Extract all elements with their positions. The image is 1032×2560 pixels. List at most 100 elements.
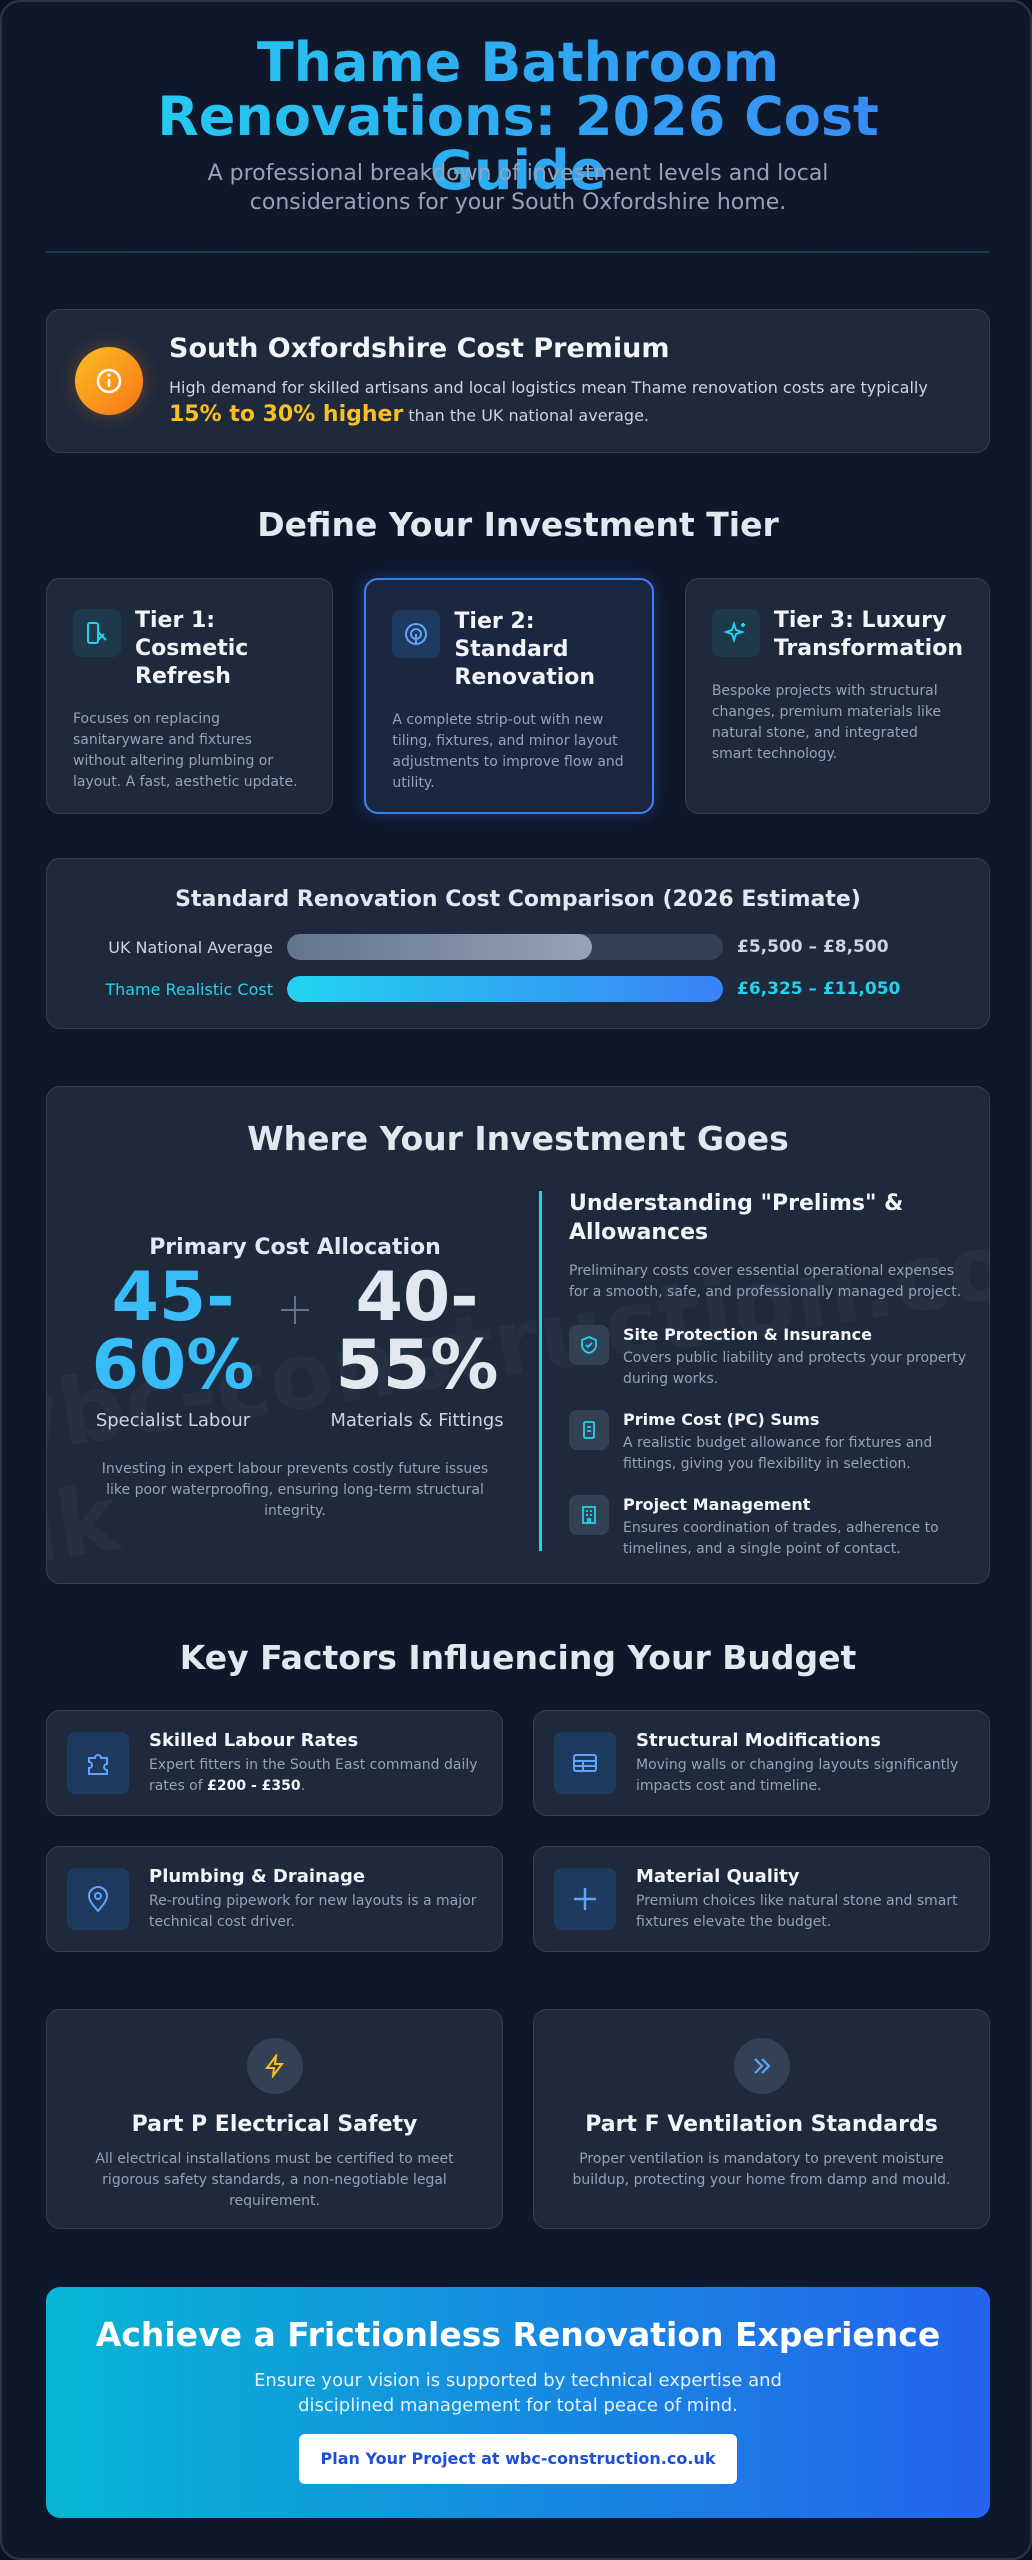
path [97,631,107,641]
svg [405,623,428,645]
svg [582,1506,596,1524]
text: than the UK national average. [408,406,649,425]
factor-card: Material Quality Premium choices like nat… [533,1846,990,1952]
path [574,1760,596,1771]
rect [87,622,99,644]
path [88,1754,108,1775]
standard-icon [246,2038,303,2094]
path [740,623,745,627]
row-range: £6,325 – £11,050 [737,979,901,999]
standard-title: Part P Electrical Safety [131,2112,418,2137]
text: High demand for skilled artisans and loc… [169,378,928,397]
factor-title: Skilled Labour Rates [149,1729,359,1751]
tier-name: Tier 2: Standard Renovation [454,609,596,690]
allocation-label: Specialist Labour [95,1410,251,1431]
path [87,1886,109,1913]
cta-title: Achieve a Frictionless Renovation Experi… [95,2315,941,2354]
standards-row: Part P Electrical Safety All electrical i… [46,2009,990,2229]
bar-track [287,976,723,1002]
factor-icon [67,1868,129,1930]
tier-row: Tier 1: Cosmetic Refresh Focuses on repl… [46,578,990,814]
standard-text: All electrical installations must be cer… [95,2151,454,2209]
highlight: 15% to 30% higher [169,402,404,427]
section-title: Define Your Investment Tier [257,505,779,544]
circle [107,373,111,377]
divider [46,251,990,253]
factor-title: Plumbing & Drainage [149,1865,366,1887]
factor-card: Structural Modifications Moving walls or … [533,1710,990,1816]
tier-icon [711,609,760,657]
cta-button[interactable]: Plan Your Project at wbc-construction.co… [299,2434,737,2484]
path [585,1342,593,1349]
vertical-divider [539,1191,542,1551]
path [574,1888,596,1910]
path [586,1510,592,1523]
factor-text: Re-routing pipework for new layouts is a… [149,1892,477,1930]
svg [264,2054,284,2078]
comparison-card: Standard Renovation Cost Comparison (202… [46,858,990,1029]
standard-title: Part F Ventilation Standards [585,2112,938,2137]
comparison-row: UK National Average £5,500 – £8,500 [47,934,989,960]
factor-text: Expert fitters in the South East command… [149,1755,482,1797]
tier-description: A complete strip-out with new tiling, fi… [392,712,624,791]
path [587,1426,591,1432]
tier-card: Tier 3: Luxury Transformation Bespoke pr… [684,578,990,814]
allocation-title: Primary Cost Allocation [149,1235,441,1260]
svg [281,1296,309,1324]
t-head: Tier 3: Luxury Transformation [711,607,963,663]
item-text: Covers public liability and protects you… [623,1350,967,1387]
path [581,1336,597,1354]
t-head: Tier 1: Cosmetic Refresh [73,607,306,691]
text: Expert fitters in the South East command… [149,1756,478,1794]
premium-body: South Oxfordshire Cost Premium High dema… [169,333,961,429]
tier-name: Tier 3: Luxury Transformation [773,608,963,661]
allocation-note: Investing in expert labour prevents cost… [101,1461,489,1519]
row-label: UK National Average [108,937,273,957]
premium-text: High demand for skilled artisans and loc… [169,374,961,429]
circle [94,1892,102,1900]
prelims-item: Site Protection & Insurance Covers public… [569,1325,969,1390]
standard-text: Proper ventilation is mandatory to preve… [572,2151,951,2188]
standard-card: Part P Electrical Safety All electrical i… [46,2009,503,2229]
svg [87,622,107,644]
path [753,2058,771,2074]
factor-card: Plumbing & Drainage Re-routing pipework f… [46,1846,503,1952]
allocation-item: 45-60% Specialist Labour [78,1264,268,1432]
div: Prime Cost (PC) Sums A realistic budget a… [623,1410,969,1475]
div: Site Protection & Insurance Covers public… [623,1325,969,1390]
cta-banner: Achieve a Frictionless Renovation Experi… [46,2287,990,2518]
factor-text: Moving walls or changing layouts signifi… [636,1756,959,1794]
path [722,620,745,644]
svg [87,1886,109,1913]
bar-track [287,934,723,960]
item-icon [569,1325,609,1365]
factor-icon [67,1732,129,1794]
tier-icon [73,609,121,657]
premium-card: South Oxfordshire Cost Premium High dema… [46,309,990,453]
factor-card: Skilled Labour Rates Expert fitters in th… [46,1710,503,1816]
svg [574,1888,596,1910]
factor-title: Material Quality [636,1865,800,1887]
allocation-label: Materials & Fittings [330,1410,504,1431]
cta-text: Ensure your vision is supported by techn… [254,2370,782,2416]
row-range: £5,500 – £8,500 [737,937,889,957]
bar-fill [287,976,723,1002]
rect [582,1506,596,1524]
div: Skilled Labour Rates Expert fitters in th… [149,1730,482,1797]
comparison-row: Thame Realistic Cost £6,325 – £11,050 [47,976,989,1002]
svg [581,1336,597,1354]
prelims-title: Understanding "Prelims" & Allowances [569,1191,904,1245]
comparison-title: Standard Renovation Cost Comparison (202… [175,887,861,912]
item-icon [569,1495,609,1535]
allocation-row: 45-60% Specialist Labour 40-55% Materials … [75,1264,515,1432]
item-text: A realistic budget allowance for fixture… [623,1435,933,1472]
circle [96,368,122,394]
investment-title: Where Your Investment Goes [247,1119,789,1158]
item-title: Project Management [623,1495,811,1514]
premium-title: South Oxfordshire Cost Premium [169,333,670,364]
bar-fill [287,934,593,960]
factor-grid: Skilled Labour Rates Expert fitters in th… [46,1710,990,1952]
tier-card: Tier 2: Standard Renovation A complete s… [364,578,654,814]
